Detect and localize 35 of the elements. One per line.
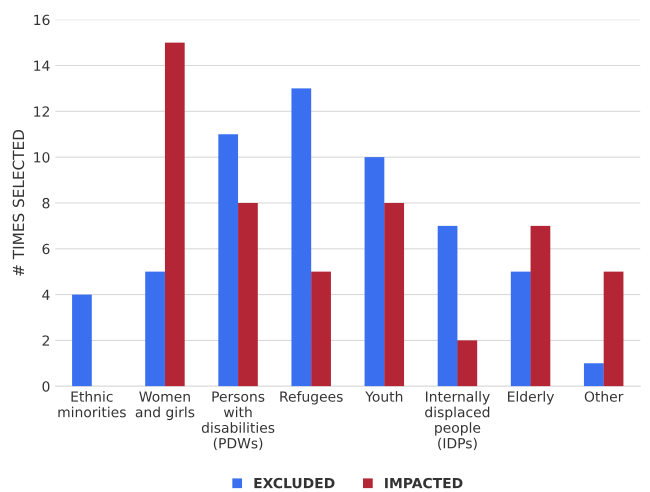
bar xyxy=(457,340,478,386)
x-tick-label: Youth xyxy=(365,391,402,402)
bar xyxy=(291,88,312,386)
y-tick-label: 14 xyxy=(34,60,50,71)
bar xyxy=(364,157,384,386)
bar xyxy=(218,134,238,386)
x-tick-label: Women and girls xyxy=(136,392,194,420)
legend-label: IMPACTED xyxy=(385,478,462,488)
y-tick-label: 16 xyxy=(34,14,50,26)
bar xyxy=(238,202,258,386)
bar xyxy=(510,272,531,386)
x-tick-label: Ethnic minorities xyxy=(58,391,126,418)
bar xyxy=(145,272,165,386)
bar xyxy=(584,363,604,386)
bar xyxy=(530,226,550,386)
bar xyxy=(438,226,458,386)
y-tick-label: 2 xyxy=(42,335,49,346)
bar xyxy=(164,42,185,386)
x-tick-label: Elderly xyxy=(508,391,554,405)
x-tick-label: Refugees xyxy=(280,391,343,405)
x-tick-label: Other xyxy=(584,391,624,402)
bar xyxy=(311,272,331,386)
bar xyxy=(604,272,624,386)
y-tick-label: 4 xyxy=(42,290,50,300)
x-tick-label: Persons with disabilities (PDWs) xyxy=(202,392,274,450)
x-tick-label: Internally displaced people (IDPs) xyxy=(425,391,490,450)
bar xyxy=(384,202,404,386)
y-tick-label: 10 xyxy=(34,152,50,163)
y-tick-label: 12 xyxy=(34,106,49,117)
bar xyxy=(72,294,92,386)
y-tick-label: 8 xyxy=(42,198,50,208)
y-tick-label: 6 xyxy=(42,244,50,254)
y-axis-title: # TIMES SELECTED xyxy=(12,130,24,276)
legend-label: EXCLUDED xyxy=(254,478,334,488)
y-tick-label: 0 xyxy=(42,381,50,392)
